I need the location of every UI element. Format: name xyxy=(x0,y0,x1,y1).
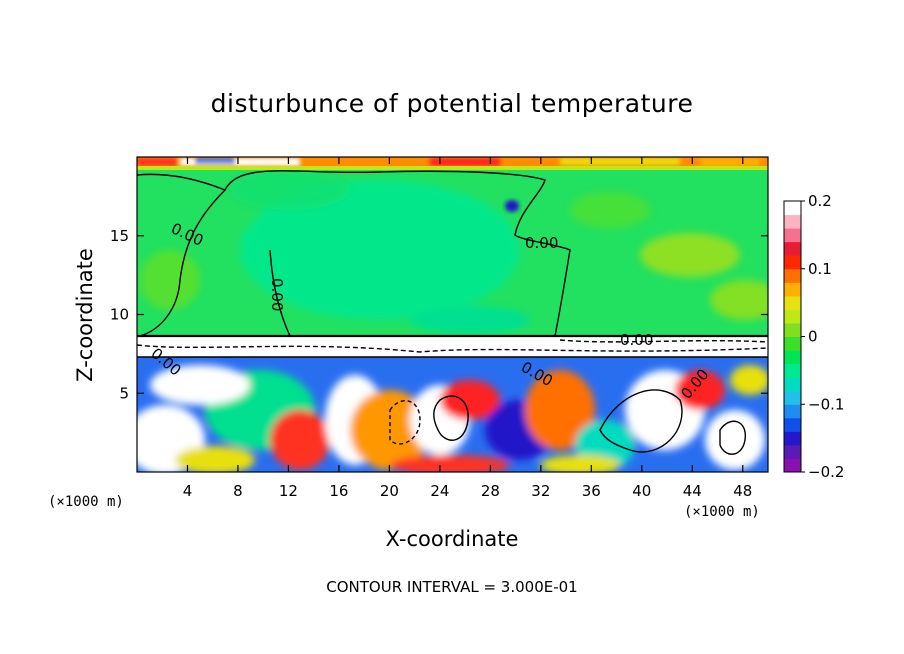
x-tick-label: 32 xyxy=(531,482,550,500)
colorbar-tick-label: −0.1 xyxy=(808,395,844,413)
colorbar-swatch xyxy=(784,363,801,378)
colorbar-swatch xyxy=(784,350,801,365)
x-tick-label: 12 xyxy=(279,482,298,500)
colorbar-swatch xyxy=(784,322,801,337)
y-tick-label: 10 xyxy=(110,306,129,324)
colorbar-swatch xyxy=(784,309,801,324)
colorbar-swatch xyxy=(784,336,801,351)
y-axis: 5 10 15 xyxy=(110,227,768,402)
colorbar-swatch xyxy=(784,431,801,446)
x-tick-label: 4 xyxy=(183,482,193,500)
contour-label: 0.00 xyxy=(268,278,286,311)
colorbar-swatch xyxy=(784,268,801,283)
y-axis-label: Z-coordinate xyxy=(73,248,97,382)
x-axis-label: X-coordinate xyxy=(386,527,519,551)
colorbar-swatch xyxy=(784,404,801,419)
contour-lines xyxy=(137,170,768,455)
x-axis: 4 8 12 16 20 24 28 32 36 40 44 48 xyxy=(183,157,752,500)
colorbar-tick-label: 0 xyxy=(808,328,818,346)
colorbar-ticks: 0.2 0.1 0 −0.1 −0.2 xyxy=(801,192,844,481)
x-tick-label: 16 xyxy=(329,482,348,500)
contour-interval-note: CONTOUR INTERVAL = 3.000E-01 xyxy=(326,578,577,596)
colorbar-swatch xyxy=(784,282,801,297)
x-tick-label: 20 xyxy=(380,482,399,500)
colorbar-tick-label: 0.2 xyxy=(808,192,832,210)
x-tick-label: 28 xyxy=(481,482,500,500)
colorbar-swatch xyxy=(784,255,801,270)
contour-label: 0.00 xyxy=(620,331,653,349)
x-tick-label: 8 xyxy=(233,482,243,500)
y-tick-label: 5 xyxy=(119,384,129,402)
x-tick-label: 40 xyxy=(632,482,651,500)
colorbar-swatch xyxy=(784,444,801,459)
colorbar-swatch xyxy=(784,458,801,473)
colorbar-swatch xyxy=(784,228,801,243)
colorbar-tick-label: −0.2 xyxy=(808,463,844,481)
colorbar-swatch xyxy=(784,377,801,392)
colorbar-swatch xyxy=(784,295,801,310)
x-unit-left: (×1000 m) xyxy=(48,494,124,510)
colorbar-swatch xyxy=(784,390,801,405)
colorbar-swatch xyxy=(784,201,801,216)
colorbar-swatch xyxy=(784,417,801,432)
contour-label: 0.00 xyxy=(525,234,558,252)
colorbar-tick-label: 0.1 xyxy=(808,260,832,278)
x-tick-label: 44 xyxy=(683,482,702,500)
heatmap-field xyxy=(137,157,768,472)
colorbar-swatch xyxy=(784,214,801,229)
colorbar-swatch xyxy=(784,241,801,256)
colorbar xyxy=(783,200,802,473)
chart-title: disturbunce of potential temperature xyxy=(211,89,694,118)
x-tick-label: 24 xyxy=(430,482,449,500)
x-unit-right: (×1000 m) xyxy=(684,504,760,520)
x-tick-label: 48 xyxy=(733,482,752,500)
y-tick-label: 15 xyxy=(110,227,129,245)
x-tick-label: 36 xyxy=(582,482,601,500)
